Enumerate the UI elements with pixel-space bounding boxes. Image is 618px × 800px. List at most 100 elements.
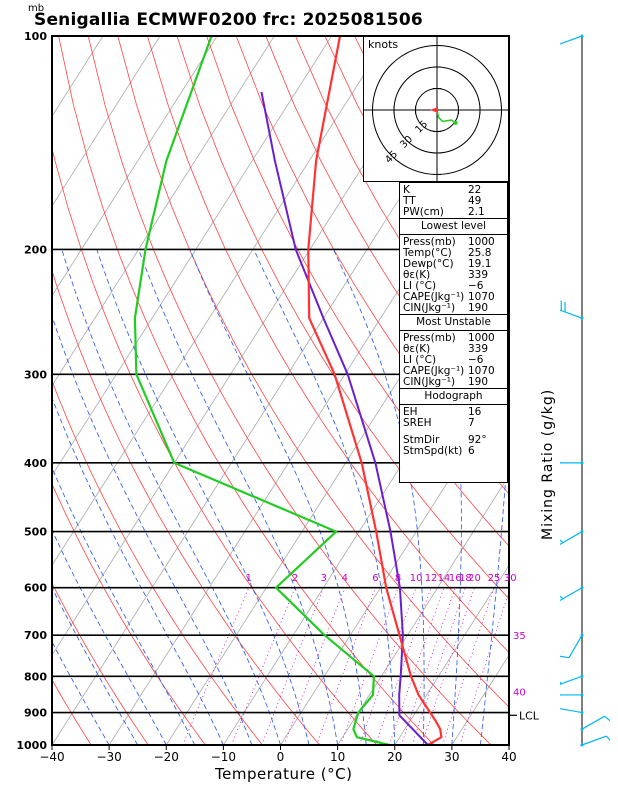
index-value: 339 <box>468 269 489 281</box>
mixing-ratio-label: 3 <box>321 573 327 584</box>
moist-adiabat-line <box>52 640 110 745</box>
index-value: 19.1 <box>468 258 492 270</box>
index-row: LI (°C) −6 <box>400 281 507 292</box>
mixing-ratio-label: 14 <box>438 573 451 584</box>
mixing-ratio-label: 18 <box>459 573 472 584</box>
temperature-tick-label: 40 <box>501 750 516 764</box>
chart-title: Senigallia ECMWF0200 frc: 2025081506 <box>34 10 423 30</box>
mixing-ratio-line <box>400 587 456 745</box>
wind-barb <box>580 715 610 731</box>
mixing-ratio-line <box>316 587 376 745</box>
index-value: 49 <box>468 195 482 207</box>
index-row: θε(K) 339 <box>400 270 507 281</box>
temperature-tick-label: −10 <box>211 750 236 764</box>
isotherm-line <box>451 654 509 745</box>
mixing-ratio-label: 20 <box>468 573 481 584</box>
wind-barb <box>560 674 584 685</box>
hodograph-ring-label: 15 <box>413 119 430 136</box>
pressure-tick-label: 300 <box>24 368 47 381</box>
wind-barb <box>560 461 584 465</box>
index-value: 1070 <box>468 291 495 303</box>
mixing-ratio-label: 6 <box>372 573 378 584</box>
moist-adiabat-line <box>52 586 139 745</box>
index-value: 92° <box>468 434 487 446</box>
index-name: LI (°C) <box>403 354 437 366</box>
temperature-profile-line <box>307 36 443 745</box>
dry-adiabat-line <box>52 146 378 745</box>
temperature-tick-label: −20 <box>154 750 179 764</box>
index-name: TT <box>403 195 416 207</box>
mixing-ratio-label: 16 <box>449 573 462 584</box>
index-value: 7 <box>468 417 475 429</box>
dry-adiabat-line <box>52 678 92 745</box>
index-row: StmDir 92° <box>400 435 507 446</box>
mixing-ratio-label: 30 <box>504 573 517 584</box>
indices-top-section: K 22 TT 49 PW(cm) 2.1 <box>400 183 507 218</box>
index-name: EH <box>403 406 418 418</box>
index-value: 1070 <box>468 365 495 377</box>
index-name: StmSpd(kt) <box>403 445 463 457</box>
wind-barb <box>560 300 584 320</box>
wind-barb <box>560 586 584 602</box>
index-row: CIN(Jkg⁻¹) 190 <box>400 303 507 314</box>
mixing-ratio-label: 25 <box>488 573 501 584</box>
parcel-path-line <box>260 91 429 745</box>
most-unstable-title: Most Unstable <box>400 315 507 331</box>
dry-adiabat-line <box>147 36 509 654</box>
dry-adiabat-line <box>176 36 509 600</box>
index-value: 1000 <box>468 332 495 344</box>
mixing-ratio-line <box>340 587 399 745</box>
hodograph-indices-section: Hodograph EH 16 SREH 7 StmDir 92° StmSpd(kt) 6 <box>400 388 507 457</box>
wind-barb-column <box>560 34 610 747</box>
index-value: 16 <box>468 406 482 418</box>
pressure-tick-label: 600 <box>24 582 47 595</box>
dry-adiabat-line <box>52 380 263 745</box>
lowest-level-title: Lowest level <box>400 219 507 235</box>
dry-adiabat-line <box>52 483 206 745</box>
pressure-tick-label: 700 <box>24 629 47 642</box>
pressure-tick-label: 800 <box>24 670 47 683</box>
index-name: StmDir <box>403 434 440 446</box>
pressure-tick-label: 1000 <box>16 739 47 752</box>
storm-motion-marker <box>430 107 438 113</box>
index-value: 2.1 <box>468 206 485 218</box>
moist-adiabat-line <box>96 249 310 745</box>
hodograph-indices-title: Hodograph <box>400 389 507 405</box>
wind-barb <box>560 708 584 715</box>
wind-barb <box>580 735 610 747</box>
hodograph-units-label: knots <box>368 38 399 51</box>
isotherm-line <box>52 36 332 477</box>
index-row: CIN(Jkg⁻¹) 190 <box>400 377 507 388</box>
wind-barb <box>560 633 584 659</box>
isotherm-line <box>394 564 509 745</box>
moist-adiabat-value-label: 40 <box>513 687 526 698</box>
hodograph-end-point <box>453 120 458 125</box>
dry-adiabat-line <box>52 582 149 745</box>
pressure-tick-label: 900 <box>24 707 47 720</box>
index-name: Dewp(°C) <box>403 258 454 270</box>
mixing-ratio-line <box>459 590 509 745</box>
mixing-ratio-label: 10 <box>410 573 423 584</box>
index-row: Dewp(°C) 19.1 <box>400 259 507 270</box>
isotherm-line <box>52 36 447 656</box>
index-name: CIN(Jkg⁻¹) <box>403 302 456 314</box>
index-name: K <box>403 184 410 196</box>
lowest-level-section: Lowest level Press(mb) 1000 Temp(°C) 25.8 De… <box>400 218 507 314</box>
index-row: CAPE(Jkg⁻¹) 1070 <box>400 366 507 377</box>
index-value: 25.8 <box>468 247 492 259</box>
isotherm-line <box>52 36 275 387</box>
index-name: CIN(Jkg⁻¹) <box>403 376 456 388</box>
mixing-ratio-label: 8 <box>395 573 401 584</box>
temperature-tick-label: −40 <box>39 750 64 764</box>
mixing-ratio-axis-label: Mixing Ratio (g/kg) <box>540 388 556 540</box>
lcl-label: LCL <box>519 709 540 722</box>
index-row: SREH 7 <box>400 418 507 429</box>
temperature-tick-label: −30 <box>96 750 121 764</box>
wind-barb <box>560 34 584 45</box>
index-name: PW(cm) <box>403 206 444 218</box>
isotherm-line <box>337 474 509 745</box>
wind-barb <box>560 693 584 697</box>
moist-adiabat-line <box>138 249 338 745</box>
index-name: Press(mb) <box>403 332 456 344</box>
index-value: 1000 <box>468 236 495 248</box>
